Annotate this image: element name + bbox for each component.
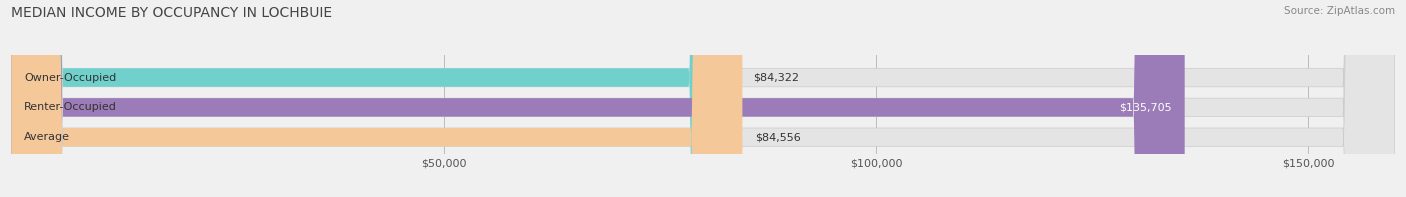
FancyBboxPatch shape (11, 0, 1395, 197)
FancyBboxPatch shape (11, 0, 1185, 197)
Text: $84,556: $84,556 (755, 132, 801, 142)
Text: Source: ZipAtlas.com: Source: ZipAtlas.com (1284, 6, 1395, 16)
Text: MEDIAN INCOME BY OCCUPANCY IN LOCHBUIE: MEDIAN INCOME BY OCCUPANCY IN LOCHBUIE (11, 6, 332, 20)
FancyBboxPatch shape (11, 0, 1395, 197)
Text: $84,322: $84,322 (754, 72, 800, 83)
FancyBboxPatch shape (11, 0, 1395, 197)
Text: $135,705: $135,705 (1119, 102, 1171, 112)
Text: Renter-Occupied: Renter-Occupied (24, 102, 117, 112)
FancyBboxPatch shape (11, 0, 741, 197)
Text: Owner-Occupied: Owner-Occupied (24, 72, 117, 83)
FancyBboxPatch shape (11, 0, 742, 197)
Text: Average: Average (24, 132, 70, 142)
